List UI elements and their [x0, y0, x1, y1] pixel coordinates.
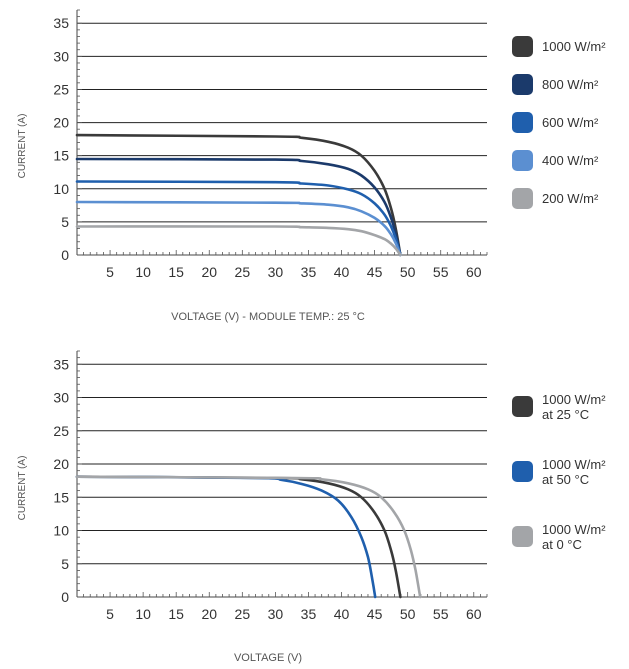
series-line — [75, 200, 402, 257]
x-tick-label: 25 — [235, 264, 251, 280]
x-tick-label: 5 — [106, 606, 114, 622]
legend-swatch — [512, 396, 533, 417]
legend-label: 1000 W/m² at 50 °C — [542, 457, 606, 487]
legend-swatch — [512, 36, 533, 57]
y-tick-label: 0 — [61, 589, 69, 605]
y-tick-label: 5 — [61, 214, 69, 230]
x-tick-label: 20 — [201, 264, 217, 280]
series-line — [75, 157, 402, 257]
legend-swatch — [512, 188, 533, 209]
x-tick-label: 50 — [400, 264, 416, 280]
y-tick-label: 20 — [53, 456, 69, 472]
ylabel-top: CURRENT (A) — [17, 114, 28, 179]
y-tick-label: 35 — [53, 15, 69, 31]
x-tick-label: 55 — [433, 264, 449, 280]
xlabel-top: VOLTAGE (V) - MODULE TEMP.: 25 °C — [171, 311, 365, 323]
y-tick-label: 15 — [53, 489, 69, 505]
legend-swatch — [512, 112, 533, 133]
x-tick-label: 45 — [367, 606, 383, 622]
series-line — [75, 225, 402, 257]
x-tick-label: 60 — [466, 606, 482, 622]
x-tick-label: 50 — [400, 606, 416, 622]
xlabel-bottom: VOLTAGE (V) — [234, 652, 302, 664]
x-tick-label: 15 — [168, 606, 184, 622]
legend-label: 200 W/m² — [542, 191, 599, 206]
y-tick-label: 30 — [53, 390, 69, 406]
x-tick-label: 40 — [334, 264, 350, 280]
legend-label: 800 W/m² — [542, 77, 599, 92]
y-tick-label: 10 — [53, 523, 69, 539]
legend-label: 1000 W/m² — [542, 39, 606, 54]
x-tick-label: 60 — [466, 264, 482, 280]
x-tick-label: 55 — [433, 606, 449, 622]
y-tick-label: 20 — [53, 115, 69, 131]
x-tick-label: 45 — [367, 264, 383, 280]
legend-swatch — [512, 150, 533, 171]
plot-area-top: 0 5 10 15 20 25 30 35 5 10 15 20 25 30 35 40 45 50 55 60 — [53, 9, 488, 280]
x-tick-label: 35 — [301, 264, 317, 280]
series-line — [75, 475, 422, 599]
x-tick-label: 30 — [268, 264, 284, 280]
x-tick-label: 40 — [334, 606, 350, 622]
x-tick-label: 10 — [135, 606, 151, 622]
y-tick-label: 35 — [53, 356, 69, 372]
y-tick-label: 25 — [53, 423, 69, 439]
y-tick-label: 5 — [61, 556, 69, 572]
y-tick-label: 10 — [53, 181, 69, 197]
legend-swatch — [512, 461, 533, 482]
series-line — [75, 475, 377, 599]
legend-label: 1000 W/m² at 25 °C — [542, 392, 606, 422]
legend-label: 1000 W/m² at 0 °C — [542, 522, 606, 552]
x-tick-label: 20 — [201, 606, 217, 622]
legend-swatch — [512, 74, 533, 95]
legend-label: 600 W/m² — [542, 115, 599, 130]
x-tick-label: 5 — [106, 264, 114, 280]
legend-swatch — [512, 526, 533, 547]
x-tick-label: 35 — [301, 606, 317, 622]
series-line — [75, 475, 402, 599]
y-tick-label: 25 — [53, 81, 69, 97]
plot-area-bottom: 0 5 10 15 20 25 30 35 5 10 15 20 25 30 35 40 45 50 55 60 — [53, 350, 488, 622]
y-tick-label: 0 — [61, 247, 69, 263]
ylabel-bottom: CURRENT (A) — [17, 456, 28, 521]
x-tick-label: 30 — [268, 606, 284, 622]
x-tick-label: 25 — [235, 606, 251, 622]
series-line — [75, 133, 402, 257]
legend-label: 400 W/m² — [542, 153, 599, 168]
x-tick-label: 10 — [135, 264, 151, 280]
series-line — [75, 180, 402, 257]
y-tick-label: 15 — [53, 148, 69, 164]
y-tick-label: 30 — [53, 48, 69, 64]
x-tick-label: 15 — [168, 264, 184, 280]
